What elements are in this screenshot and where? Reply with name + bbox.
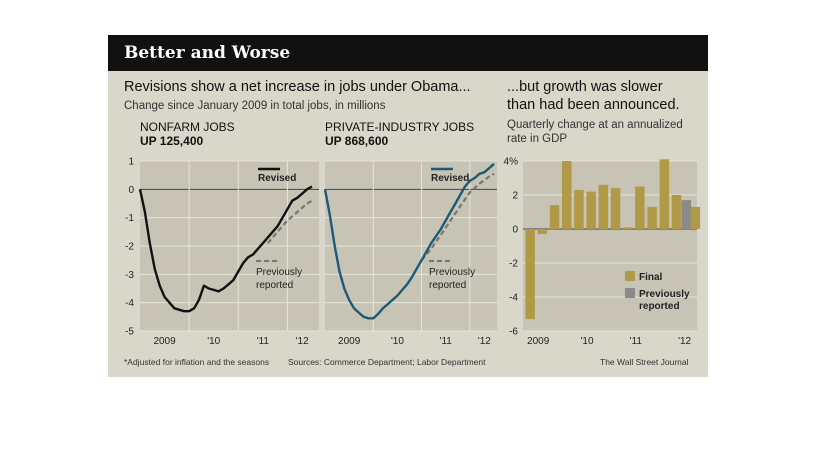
gdp-ytick-label: 4%	[504, 157, 519, 168]
legend-previous-label: Previously	[639, 289, 690, 300]
xtick-label: 2009	[338, 336, 361, 347]
ytick-label: -2	[125, 242, 134, 253]
legend-final-label: Final	[639, 272, 663, 283]
xtick-label: '12	[478, 336, 491, 347]
gdp-ytick-label: -2	[509, 259, 518, 270]
nonfarm-chart-title: NONFARM JOBS	[140, 120, 235, 134]
footer-note: *Adjusted for inflation and the seasons	[124, 357, 270, 367]
xtick-label: '11	[257, 336, 270, 347]
gdp-bar-final	[635, 186, 645, 229]
previously-reported-line	[266, 199, 313, 244]
gdp-xtick-label: '10	[580, 336, 593, 347]
nonfarm-chart-subtitle: UP 125,400	[140, 134, 204, 148]
private-chart-subtitle: UP 868,600	[325, 134, 389, 148]
gdp-bar-final	[659, 159, 670, 229]
left-headline: Revisions show a net increase in jobs un…	[124, 79, 471, 95]
ytick-label: -1	[125, 213, 134, 224]
gdp-bar-final	[586, 191, 596, 229]
gdp-xtick-label: '11	[630, 336, 643, 347]
gdp-bar-final	[574, 189, 584, 229]
gdp-bar-final	[690, 206, 701, 229]
footer-credit: The Wall Street Journal	[600, 357, 689, 367]
footer-sources: Sources: Commerce Department; Labor Depa…	[288, 357, 486, 367]
charts-svg: 1 0 -1 -2 -3 -4 -5 2009 '10 '11 '12 Revised Previous…	[125, 157, 701, 347]
legend-final-swatch	[625, 271, 635, 281]
xtick-label: '10	[207, 336, 220, 347]
right-headline-line1: ...but growth was slower	[507, 79, 663, 95]
ytick-label: -4	[125, 298, 134, 309]
right-subtitle-line1: Quarterly change at an annualized	[507, 119, 683, 131]
legend-revised-label: Revised	[258, 173, 296, 184]
gdp-ytick-label: 0	[512, 225, 518, 236]
right-subtitle-line2: rate in GDP	[507, 133, 568, 145]
xtick-label: '10	[391, 336, 404, 347]
gdp-ytick-label: 2	[512, 191, 518, 202]
gdp-bar-final	[598, 184, 609, 229]
ytick-label: 0	[128, 185, 134, 196]
xtick-label: '12	[296, 336, 309, 347]
header-title: Better and Worse	[124, 43, 291, 63]
legend-revised-label: Revised	[431, 173, 469, 184]
xtick-label: '11	[440, 336, 453, 347]
gdp-bar-final	[671, 195, 682, 229]
legend-previous-label: Previously	[256, 267, 302, 278]
left-subtitle: Change since January 2009 in total jobs,…	[124, 100, 386, 112]
gdp-xtick-label: '12	[678, 336, 691, 347]
xtick-label: 2009	[153, 336, 176, 347]
gdp-bar-previous	[681, 200, 692, 229]
legend-previous-label: reported	[429, 280, 466, 291]
gdp-bar-final	[610, 188, 621, 229]
legend-previous-swatch	[625, 288, 635, 298]
header-bar: Better and Worse	[108, 35, 708, 71]
revised-line	[138, 185, 313, 313]
gdp-ytick-label: -4	[509, 293, 518, 304]
ytick-label: -3	[125, 270, 134, 281]
legend-previous-label: reported	[639, 301, 680, 312]
gdp-bar-final	[562, 161, 572, 229]
gdp-xtick-label: 2009	[527, 336, 550, 347]
gdp-ytick-label: -6	[509, 327, 518, 338]
gdp-bar-final	[537, 229, 548, 235]
gdp-bar-final	[549, 205, 560, 229]
gdp-bar-final	[647, 206, 657, 229]
graphic: Better and Worse Revisions show a net in…	[108, 35, 708, 377]
private-chart-title: PRIVATE-INDUSTRY JOBS	[325, 120, 475, 134]
ytick-label: -5	[125, 327, 134, 338]
gdp-bar-final	[623, 227, 633, 229]
right-headline-line2: than had been announced.	[507, 97, 680, 113]
ytick-label: 1	[128, 157, 134, 168]
legend-previous-label: Previously	[429, 267, 475, 278]
gdp-bar-final	[525, 229, 535, 320]
revised-line	[323, 162, 495, 320]
previously-reported-line	[420, 172, 495, 261]
legend-previous-label: reported	[256, 280, 293, 291]
